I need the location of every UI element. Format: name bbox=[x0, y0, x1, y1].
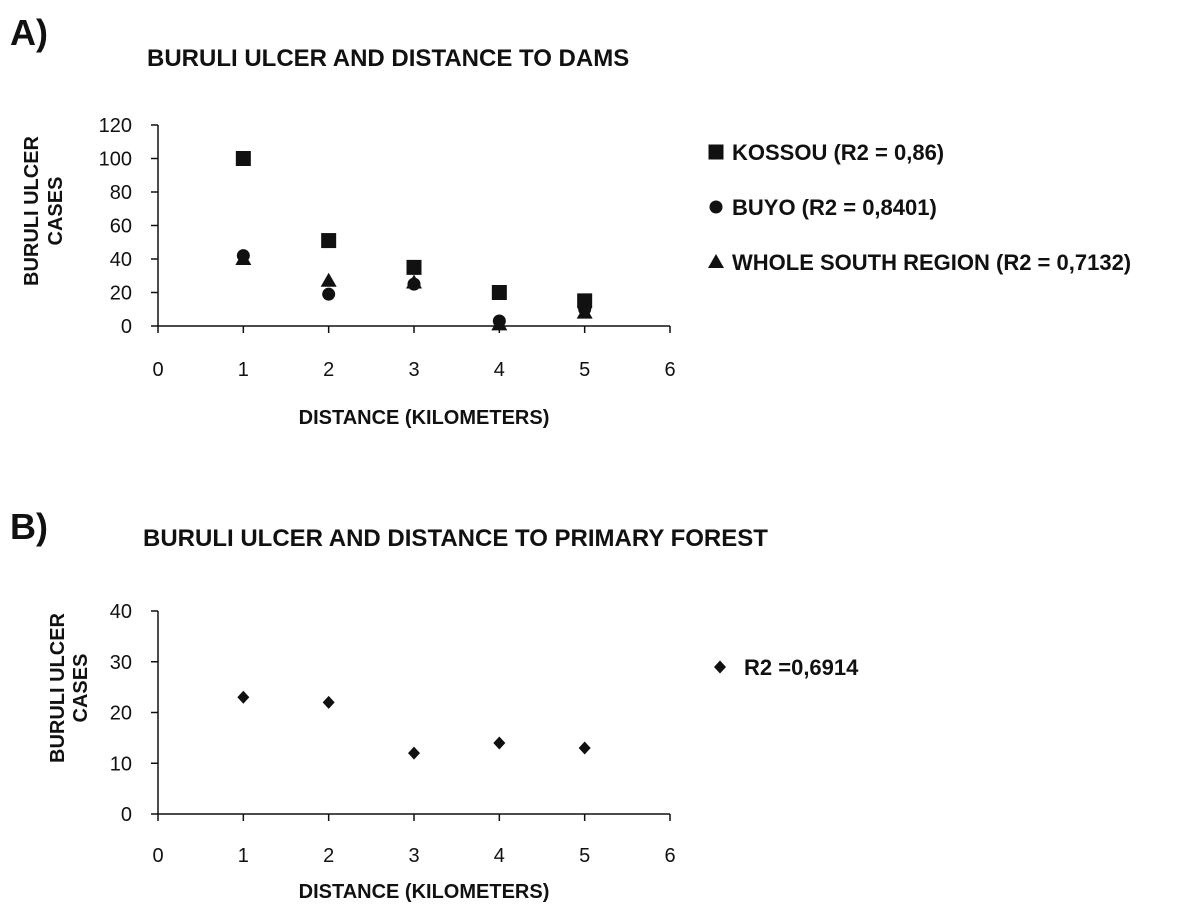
x-tick-label: 0 bbox=[152, 845, 163, 867]
legend-marker-diamond bbox=[714, 660, 726, 674]
y-tick-label: 0 bbox=[121, 804, 132, 826]
legend-marker-square bbox=[708, 144, 724, 160]
data-point-square bbox=[321, 233, 337, 249]
x-tick-label: 5 bbox=[579, 845, 590, 867]
x-tick-label: 6 bbox=[664, 359, 675, 381]
data-point-triangle bbox=[235, 251, 252, 265]
y-axis-label: CASES bbox=[70, 654, 92, 723]
x-tick-label: 5 bbox=[579, 359, 590, 381]
data-point-triangle bbox=[320, 272, 337, 287]
legend-label: R2 =0,6914 bbox=[744, 655, 859, 680]
y-tick-label: 30 bbox=[110, 652, 132, 674]
y-tick-label: 40 bbox=[110, 601, 132, 623]
y-tick-label: 20 bbox=[110, 283, 132, 305]
data-point-triangle bbox=[576, 304, 593, 319]
chart-title: BURULI ULCER AND DISTANCE TO DAMS bbox=[147, 45, 629, 72]
legend-label: KOSSOU (R2 = 0,86) bbox=[732, 140, 944, 165]
legend-marker-triangle bbox=[708, 254, 724, 268]
x-tick-label: 0 bbox=[152, 359, 163, 381]
x-axis-label: DISTANCE (KILOMETERS) bbox=[299, 881, 550, 903]
data-point-diamond bbox=[493, 736, 506, 750]
y-tick-label: 40 bbox=[110, 249, 132, 271]
chart-panel-a: A)BURULI ULCER AND DISTANCE TO DAMS02040… bbox=[10, 12, 1131, 429]
panel-letter: A) bbox=[10, 12, 48, 53]
x-tick-label: 6 bbox=[664, 845, 675, 867]
y-tick-label: 10 bbox=[110, 753, 132, 775]
panel-letter: B) bbox=[10, 506, 48, 547]
y-tick-label: 120 bbox=[99, 115, 132, 137]
x-axis-label: DISTANCE (KILOMETERS) bbox=[299, 407, 550, 429]
legend-label: BUYO (R2 = 0,8401) bbox=[732, 195, 937, 220]
chart-panel-b: B) BURULI ULCER AND DISTANCE TO PRIMARY F… bbox=[10, 506, 859, 903]
y-axis-label: CASES bbox=[45, 177, 67, 246]
x-tick-label: 2 bbox=[323, 845, 334, 867]
x-tick-label: 2 bbox=[323, 359, 334, 381]
y-tick-label: 100 bbox=[99, 149, 132, 171]
y-tick-label: 20 bbox=[110, 703, 132, 725]
x-tick-label: 4 bbox=[494, 359, 505, 381]
data-point-diamond bbox=[408, 746, 420, 760]
data-point-triangle bbox=[406, 274, 422, 289]
y-axis-label: BURULI ULCER bbox=[21, 135, 43, 286]
x-tick-label: 1 bbox=[238, 845, 249, 867]
y-tick-label: 60 bbox=[110, 216, 132, 238]
y-tick-label: 0 bbox=[121, 316, 132, 338]
x-tick-label: 4 bbox=[494, 845, 505, 867]
data-point-diamond bbox=[322, 695, 335, 709]
data-point-diamond bbox=[237, 690, 250, 704]
x-tick-label: 3 bbox=[408, 845, 419, 867]
chart-title: BURULI ULCER AND DISTANCE TO PRIMARY FOR… bbox=[143, 525, 768, 552]
y-tick-label: 80 bbox=[110, 182, 132, 204]
x-tick-label: 3 bbox=[408, 359, 419, 381]
data-point-square bbox=[491, 285, 507, 300]
data-point-circle bbox=[322, 287, 336, 301]
x-tick-label: 1 bbox=[238, 359, 249, 381]
y-axis-label: BURULI ULCER bbox=[47, 612, 69, 763]
data-point-square bbox=[406, 259, 422, 275]
data-point-diamond bbox=[578, 741, 591, 755]
legend-label: WHOLE SOUTH REGION (R2 = 0,7132) bbox=[732, 250, 1131, 275]
data-point-square bbox=[235, 151, 251, 166]
legend-marker-circle bbox=[709, 200, 723, 214]
data-point-triangle bbox=[491, 316, 508, 331]
